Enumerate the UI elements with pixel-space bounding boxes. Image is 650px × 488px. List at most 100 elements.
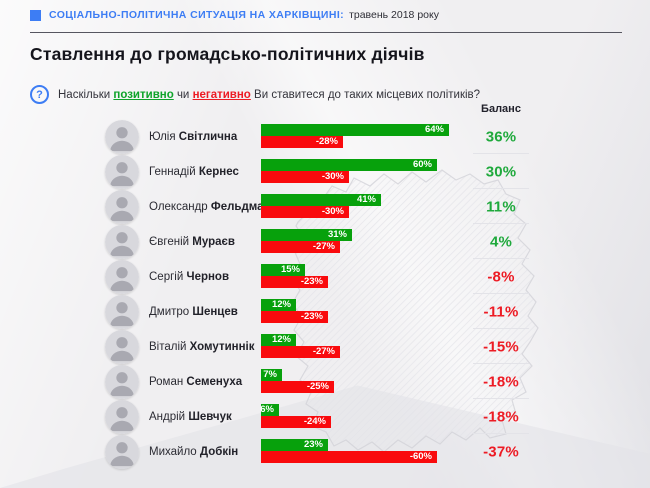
negative-bar-label: -27%	[312, 241, 335, 252]
negative-bar: -27%	[261, 346, 340, 358]
person-last-name: Хомутиннік	[189, 340, 255, 353]
balance-value: -37%	[483, 443, 519, 460]
positive-bar: 31%	[261, 229, 352, 241]
positive-bar-label: 6%	[260, 404, 274, 415]
balance-value: 11%	[486, 198, 516, 215]
positive-bar: 15%	[261, 264, 305, 276]
positive-bar-label: 23%	[303, 439, 323, 450]
negative-bar-label: -23%	[300, 276, 323, 287]
balance-value: -18%	[483, 408, 519, 425]
balance-value: 4%	[489, 233, 513, 250]
politician-row: Євгеній Мураєв 31% -27% 4%	[0, 224, 650, 259]
balance-value: -18%	[483, 373, 519, 390]
person-last-name: Світлична	[178, 130, 238, 143]
rating-bars: 15% -23%	[261, 264, 328, 288]
avatar	[105, 120, 139, 154]
positive-bar: 41%	[261, 194, 381, 206]
politician-name: Михайло Добкін	[149, 446, 238, 458]
negative-bar: -30%	[261, 171, 349, 183]
rating-bars: 23% -60%	[261, 439, 437, 463]
question-suffix: Ви ставитеся до таких місцевих політиків…	[250, 88, 481, 101]
positive-bar: 12%	[261, 299, 296, 311]
balance-divider	[473, 223, 529, 224]
politician-row: Олександр Фельдман 41% -30% 11%	[0, 189, 650, 224]
politician-row: Михайло Добкін 23% -60% -37%	[0, 434, 650, 469]
negative-bar-label: -27%	[312, 346, 335, 357]
negative-bar: -60%	[261, 451, 437, 463]
negative-bar-label: -24%	[303, 416, 326, 427]
person-photo-placeholder	[105, 155, 139, 189]
negative-bar-label: -25%	[306, 381, 329, 392]
positive-bar-label: 31%	[327, 229, 347, 240]
negative-bar-label: -28%	[315, 136, 338, 147]
rating-bars: 12% -27%	[261, 334, 340, 358]
header-divider	[30, 32, 622, 33]
person-last-name: Мураєв	[192, 235, 235, 248]
positive-bar-label: 7%	[263, 369, 277, 380]
negative-bar: -24%	[261, 416, 331, 428]
avatar	[105, 365, 139, 399]
rating-bars: 7% -25%	[261, 369, 334, 393]
person-last-name: Фельдман	[210, 200, 271, 213]
person-photo-placeholder	[105, 365, 139, 399]
positive-bar-label: 41%	[356, 194, 376, 205]
balance-divider	[473, 293, 529, 294]
politician-name: Сергій Чернов	[149, 271, 229, 283]
positive-bar: 6%	[260, 404, 279, 416]
avatar	[105, 225, 139, 259]
avatar	[105, 155, 139, 189]
politician-row: Андрій Шевчук 6% -24% -18%	[0, 399, 650, 434]
blue-square-icon	[30, 9, 41, 21]
person-first-name: Геннадій	[149, 165, 196, 178]
negative-bar-label: -30%	[321, 206, 344, 217]
politician-row: Роман Семенуха 7% -25% -18%	[0, 364, 650, 399]
rating-bars: 60% -30%	[261, 159, 437, 183]
positive-bar: 60%	[261, 159, 437, 171]
positive-bar: 64%	[261, 124, 449, 136]
person-last-name: Кернес	[198, 165, 239, 178]
question-prefix: Наскільки	[58, 88, 114, 101]
rating-bars: 31% -27%	[261, 229, 352, 253]
person-photo-placeholder	[105, 120, 139, 154]
positive-bar: 12%	[261, 334, 296, 346]
survey-question: ? Наскільки позитивно чи негативно Ви ст…	[30, 85, 480, 104]
negative-bar-label: -60%	[409, 451, 432, 462]
report-period: травень 2018 року	[349, 9, 439, 21]
question-mark-icon: ?	[30, 85, 49, 104]
person-last-name: Семенуха	[186, 375, 243, 388]
balance-value: 36%	[485, 128, 517, 145]
report-header: СОЦІАЛЬНО-ПОЛІТИЧНА СИТУАЦІЯ НА ХАРКІВЩИ…	[30, 9, 439, 21]
positive-bar-label: 60%	[412, 159, 432, 170]
balance-divider	[473, 258, 529, 259]
person-photo-placeholder	[105, 400, 139, 434]
politician-name: Роман Семенуха	[149, 376, 242, 388]
person-photo-placeholder	[105, 225, 139, 259]
positive-bar: 23%	[261, 439, 328, 451]
report-kicker: СОЦІАЛЬНО-ПОЛІТИЧНА СИТУАЦІЯ НА ХАРКІВЩИ…	[49, 9, 345, 21]
person-last-name: Чернов	[186, 270, 230, 283]
politician-name: Андрій Шевчук	[149, 411, 232, 423]
person-photo-placeholder	[105, 260, 139, 294]
rating-bars: 64% -28%	[261, 124, 449, 148]
question-text: Наскільки позитивно чи негативно Ви став…	[58, 89, 480, 101]
avatar	[105, 400, 139, 434]
politician-row: Дмитро Шенцев 12% -23% -11%	[0, 294, 650, 329]
politician-row: Геннадій Кернес 60% -30% 30%	[0, 154, 650, 189]
negative-bar: -23%	[261, 311, 328, 323]
politician-row: Віталій Хомутиннік 12% -27% -15%	[0, 329, 650, 364]
kharkiv-oblast-map-watermark	[288, 162, 548, 480]
avatar	[105, 435, 139, 469]
person-photo-placeholder	[105, 330, 139, 364]
positive-bar: 7%	[261, 369, 282, 381]
map-outline	[289, 169, 539, 453]
person-first-name: Роман	[149, 375, 184, 388]
negative-bar-label: -30%	[321, 171, 344, 182]
person-first-name: Євгеній	[149, 235, 190, 248]
person-photo-placeholder	[105, 190, 139, 224]
balance-value: -11%	[483, 303, 519, 320]
person-first-name: Віталій	[149, 340, 187, 353]
negative-bar: -23%	[261, 276, 328, 288]
balance-value: -8%	[487, 268, 515, 285]
negative-bar: -28%	[261, 136, 343, 148]
person-photo-placeholder	[105, 435, 139, 469]
